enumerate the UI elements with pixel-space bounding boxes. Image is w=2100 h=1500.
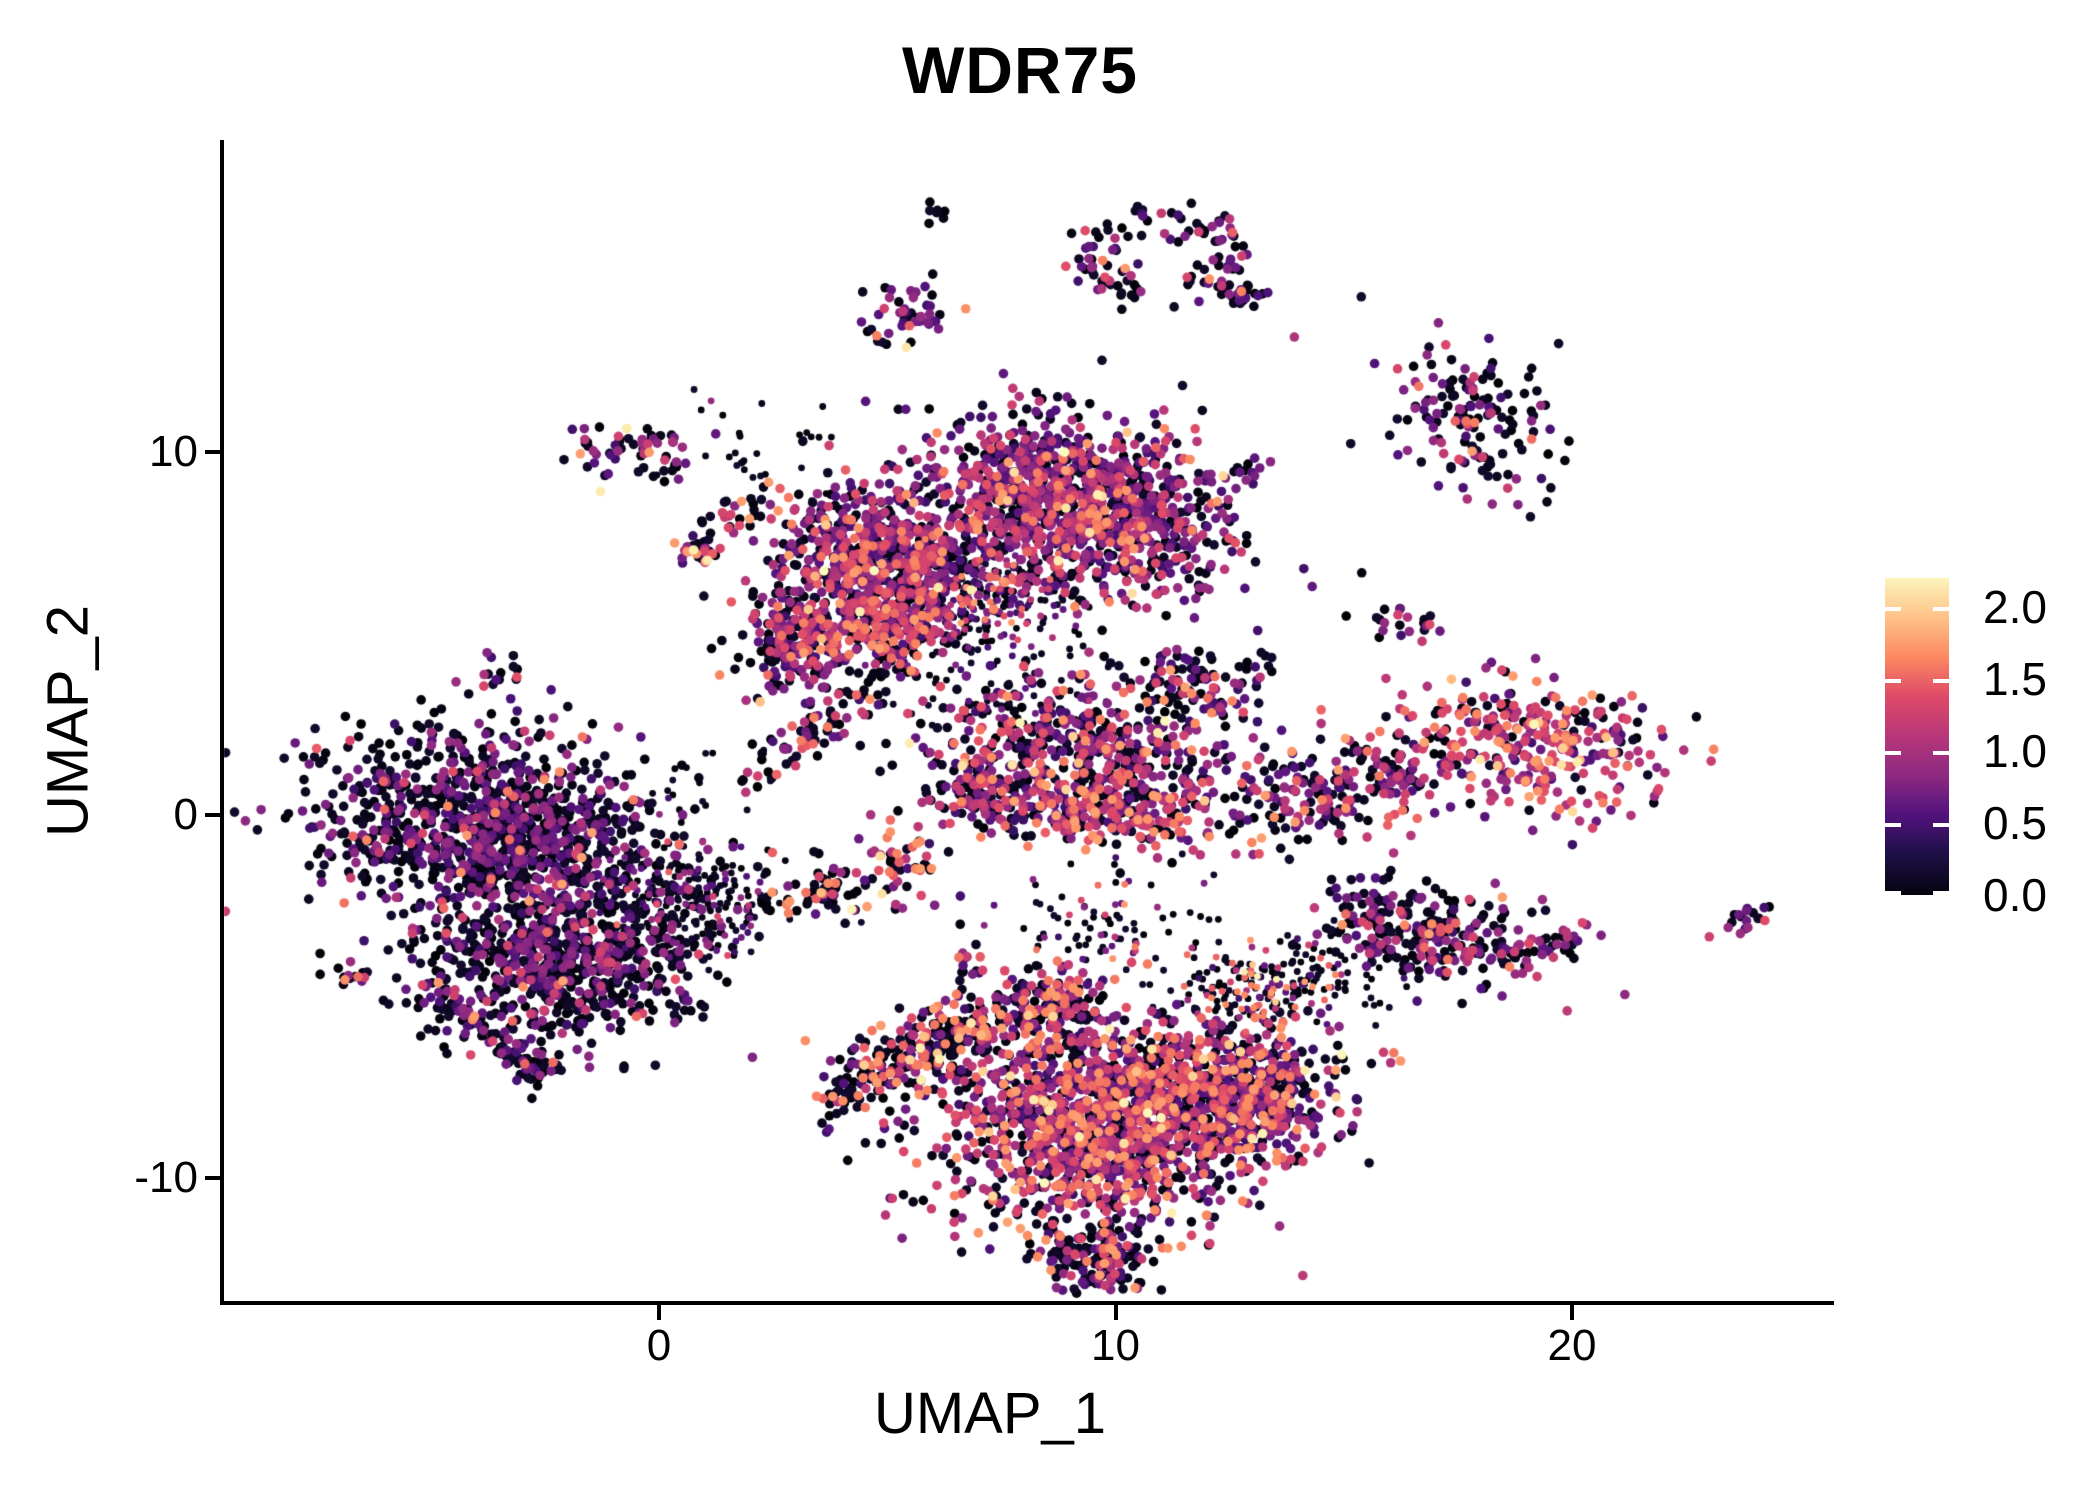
colorbar-tick-mark xyxy=(1933,891,1949,895)
x-axis-line xyxy=(220,1301,1834,1305)
colorbar-tick-mark xyxy=(1885,750,1901,755)
colorbar-tick-label: 0.0 xyxy=(1983,869,2047,921)
colorbar-tick-mark xyxy=(1885,606,1901,611)
y-tick-mark xyxy=(205,1176,220,1180)
colorbar-tick-mark xyxy=(1933,678,1949,683)
colorbar-tick-mark xyxy=(1885,891,1901,895)
colorbar-tick-mark xyxy=(1885,678,1901,683)
y-tick-mark xyxy=(205,450,220,454)
plot-title: WDR75 xyxy=(901,33,1139,107)
colorbar-tick-label: 2.0 xyxy=(1983,580,2047,633)
colorbar-tick-label: 1.0 xyxy=(1983,724,2047,777)
colorbar-tick-label: 1.5 xyxy=(1983,652,2047,705)
y-tick-label: -10 xyxy=(134,1153,198,1202)
colorbar-gradient xyxy=(1885,578,1949,895)
x-tick-label: 10 xyxy=(1091,1321,1140,1370)
x-tick-mark xyxy=(657,1305,661,1320)
x-tick-mark xyxy=(1113,1305,1118,1320)
y-tick-label: 0 xyxy=(173,790,198,839)
y-tick-label: 10 xyxy=(149,427,198,476)
colorbar-tick-mark xyxy=(1933,606,1949,611)
y-tick-mark xyxy=(205,813,220,817)
y-axis-title: UMAP_2 xyxy=(35,604,101,838)
colorbar-tick-label: 0.5 xyxy=(1983,796,2047,849)
x-tick-mark xyxy=(1570,1305,1574,1320)
x-axis-title: UMAP_1 xyxy=(873,1381,1107,1446)
colorbar-tick-mark xyxy=(1933,750,1949,755)
colorbar-tick-mark xyxy=(1933,822,1949,827)
y-axis-line xyxy=(220,140,224,1305)
colorbar-tick-mark xyxy=(1885,822,1901,827)
x-tick-label: 0 xyxy=(646,1321,672,1370)
x-tick-label: 20 xyxy=(1547,1321,1597,1370)
